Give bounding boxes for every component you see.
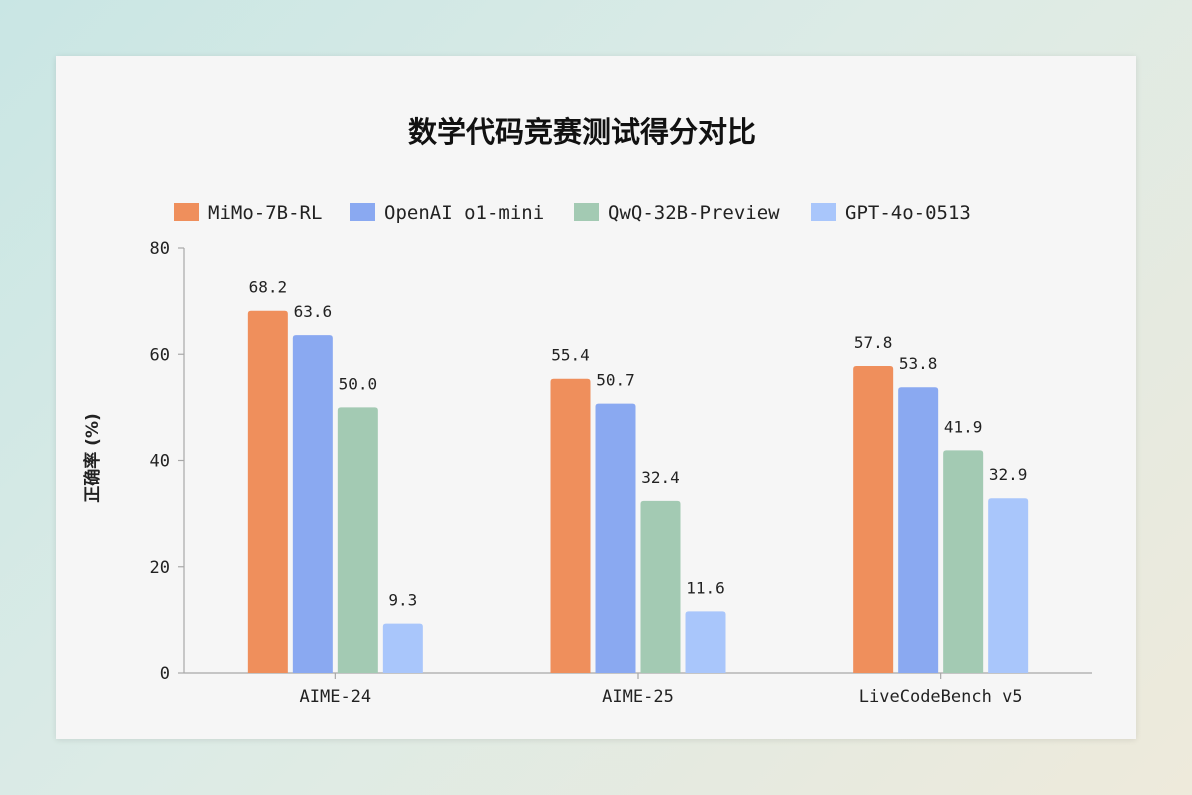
bar bbox=[247, 310, 288, 673]
y-axis-label: 正确率 (%) bbox=[82, 413, 103, 503]
bar bbox=[943, 450, 984, 673]
bar-value-label: 57.8 bbox=[854, 333, 893, 352]
bar bbox=[292, 335, 333, 673]
bar bbox=[988, 498, 1029, 673]
bar-value-label: 50.7 bbox=[596, 371, 635, 390]
bar-value-label: 9.3 bbox=[388, 591, 417, 610]
bar bbox=[898, 387, 939, 673]
legend: MiMo-7B-RL OpenAI o1-mini QwQ-32B-Preview G… bbox=[174, 202, 971, 224]
x-tick-label: AIME-24 bbox=[300, 687, 372, 707]
y-tick-label: 40 bbox=[150, 452, 170, 472]
bar-value-label: 53.8 bbox=[899, 354, 938, 373]
legend-swatch bbox=[811, 203, 836, 221]
bar-value-label: 32.4 bbox=[641, 468, 680, 487]
bar-chart: 数学代码竞赛测试得分对比 MiMo-7B-RL OpenAI o1-mini QwQ… bbox=[82, 115, 1092, 707]
legend-swatch bbox=[574, 203, 599, 221]
chart-title: 数学代码竞赛测试得分对比 bbox=[408, 115, 756, 149]
legend-swatch bbox=[174, 203, 199, 221]
legend-swatch bbox=[350, 203, 375, 221]
x-tick-label: AIME-25 bbox=[602, 687, 674, 707]
chart-card: 数学代码竞赛测试得分对比 MiMo-7B-RL OpenAI o1-mini QwQ… bbox=[56, 56, 1136, 739]
legend-label: GPT-4o-0513 bbox=[845, 202, 971, 224]
bar-value-label: 32.9 bbox=[989, 465, 1028, 484]
y-tick-label: 80 bbox=[150, 239, 170, 259]
x-tick-label: LiveCodeBench v5 bbox=[859, 687, 1023, 707]
bar-value-label: 50.0 bbox=[339, 374, 378, 393]
bar-value-label: 63.6 bbox=[294, 302, 333, 321]
bar bbox=[685, 611, 726, 673]
bar-value-label: 41.9 bbox=[944, 417, 983, 436]
legend-label: OpenAI o1-mini bbox=[384, 202, 544, 224]
y-tick-label: 60 bbox=[150, 345, 170, 365]
bar-value-label: 11.6 bbox=[686, 578, 725, 597]
legend-label: MiMo-7B-RL bbox=[208, 202, 322, 224]
bar bbox=[640, 500, 681, 673]
bar-value-label: 68.2 bbox=[249, 278, 288, 297]
y-tick-label: 0 bbox=[160, 664, 170, 684]
bar bbox=[382, 623, 423, 673]
bar-value-label: 55.4 bbox=[551, 346, 590, 365]
legend-label: QwQ-32B-Preview bbox=[608, 202, 780, 224]
bar bbox=[550, 378, 591, 673]
bar bbox=[595, 403, 636, 673]
bars: AIME-24 68.2 63.6 50.0 9.3 AIME-25 55.4 50.7 32.… bbox=[247, 278, 1029, 707]
bar bbox=[853, 365, 894, 673]
y-tick-label: 20 bbox=[150, 558, 170, 578]
bar bbox=[337, 407, 378, 673]
